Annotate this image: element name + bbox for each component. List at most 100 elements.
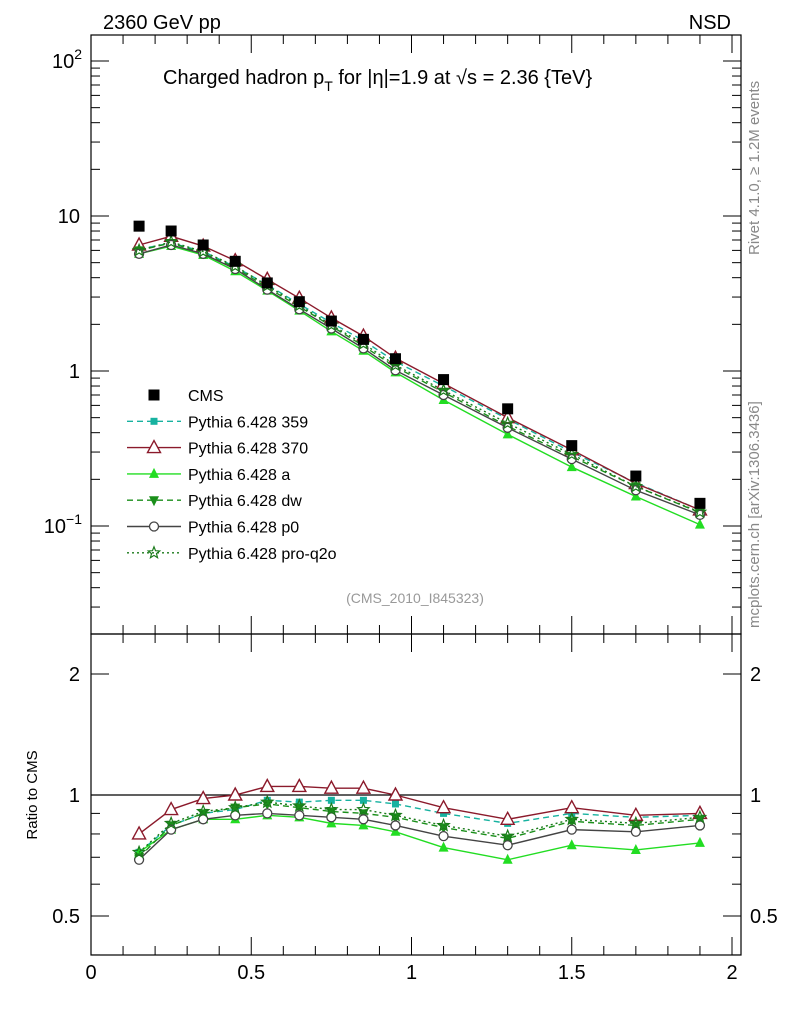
main-point-cms bbox=[197, 239, 209, 251]
ratio-y-tick-label: 2 bbox=[69, 664, 80, 686]
legend-label: Pythia 6.428 pro-q2o bbox=[188, 546, 337, 563]
main-point-cms bbox=[566, 440, 578, 452]
rivet-version-label: Rivet 4.1.0, ≥ 1.2M events bbox=[746, 81, 763, 255]
main-point-pythia-6-428-pro-q2o bbox=[163, 234, 179, 249]
main-line-pythia-6-428-p0 bbox=[138, 244, 701, 516]
ratio-series-pythia-6-428-359 bbox=[135, 796, 704, 856]
main-point-cms bbox=[325, 315, 337, 327]
legend-marker bbox=[146, 545, 162, 559]
main-point-pythia-6-428-pro-q2o bbox=[436, 382, 451, 397]
ratio-point-pythia-6-428-p0 bbox=[262, 808, 273, 819]
ratio-point-pythia-6-428-p0 bbox=[694, 820, 706, 831]
legend: CMS Pythia 6.428 359 Pythia 6.428 370 Pythi… bbox=[127, 388, 337, 563]
ratio-point-pythia-6-428-pro-q2o bbox=[195, 803, 211, 818]
main-point-cms bbox=[357, 333, 369, 345]
ratio-point-pythia-6-428-pro-q2o bbox=[500, 828, 515, 843]
main-plot-frame bbox=[90, 34, 742, 635]
main-tick-labels: 102 10 1 10−1 bbox=[44, 46, 82, 538]
main-point-cms bbox=[261, 277, 273, 289]
main-y-tick-label: 102 bbox=[52, 46, 82, 73]
ratio-point-pythia-6-428-pro-q2o bbox=[628, 815, 644, 830]
main-point-pythia-6-428-a bbox=[502, 428, 513, 439]
ratio-point-pythia-6-428-p0 bbox=[294, 810, 305, 821]
main-point-cms bbox=[133, 220, 145, 232]
analysis-tag: (CMS_2010_I845323) bbox=[346, 590, 484, 606]
ratio-y-axis-label: Ratio to CMS bbox=[24, 750, 41, 839]
ratio-point-pythia-6-428-370 bbox=[227, 786, 243, 801]
ratio-point-pythia-6-428-pro-q2o bbox=[227, 800, 243, 814]
ratio-point-pythia-6-428-359 bbox=[359, 796, 367, 804]
ratio-point-pythia-6-428-a bbox=[438, 841, 449, 852]
main-line-pythia-6-428-a bbox=[138, 245, 701, 526]
legend-label: Pythia 6.428 370 bbox=[188, 441, 308, 458]
main-point-pythia-6-428-pro-q2o bbox=[564, 446, 580, 461]
ratio-point-pythia-6-428-pro-q2o bbox=[131, 844, 147, 859]
legend-label: Pythia 6.428 p0 bbox=[188, 520, 299, 537]
ratio-point-pythia-6-428-p0 bbox=[502, 840, 513, 851]
main-point-pythia-6-428-pro-q2o bbox=[692, 504, 708, 519]
legend-marker bbox=[146, 439, 162, 454]
ratio-point-pythia-6-428-370 bbox=[163, 801, 179, 816]
x-tick-label: 0.5 bbox=[237, 962, 265, 984]
ratio-point-pythia-6-428-pro-q2o bbox=[388, 807, 403, 822]
ratio-series-pythia-6-428-pro-q2o bbox=[131, 794, 708, 859]
ratio-point-pythia-6-428-a bbox=[694, 836, 705, 847]
ratio-point-pythia-6-428-370 bbox=[195, 790, 211, 805]
legend-label: CMS bbox=[188, 388, 224, 405]
ratio-line-pythia-6-428-dw bbox=[138, 803, 701, 858]
legend-label: Pythia 6.428 a bbox=[188, 467, 290, 484]
ratio-point-pythia-6-428-p0 bbox=[198, 814, 209, 825]
legend-label: Pythia 6.428 359 bbox=[188, 414, 308, 431]
main-point-pythia-6-428-p0 bbox=[566, 453, 577, 465]
main-point-pythia-6-428-a bbox=[630, 490, 641, 501]
ratio-line-pythia-6-428-359 bbox=[138, 799, 700, 853]
main-point-cms bbox=[165, 225, 177, 237]
ratio-point-pythia-6-428-p0 bbox=[390, 820, 401, 831]
main-point-pythia-6-428-pro-q2o bbox=[131, 242, 147, 257]
x-tick-label: 2 bbox=[726, 962, 737, 984]
main-point-cms bbox=[502, 403, 514, 415]
ratio-point-pythia-6-428-pro-q2o bbox=[692, 809, 708, 824]
ratio-point-pythia-6-428-370 bbox=[499, 810, 516, 826]
ratio-point-pythia-6-428-p0 bbox=[358, 814, 369, 825]
legend-marker bbox=[148, 389, 160, 401]
legend-item-pythia-6-428-pro-q2o: Pythia 6.428 pro-q2o bbox=[127, 545, 337, 563]
ratio-y-tick-label: 0.5 bbox=[52, 906, 80, 928]
ratio-line-pythia-6-428-p0 bbox=[138, 812, 701, 861]
ratio-point-pythia-6-428-a bbox=[566, 839, 577, 850]
ratio-y-tick-label-right: 0.5 bbox=[750, 906, 778, 928]
ratio-point-pythia-6-428-370 bbox=[435, 799, 452, 814]
x-tick-label: 1.5 bbox=[558, 962, 586, 984]
ratio-point-pythia-6-428-359 bbox=[440, 809, 448, 817]
header-right-label: NSD bbox=[689, 12, 731, 34]
ratio-point-pythia-6-428-359 bbox=[327, 796, 335, 804]
main-point-pythia-6-428-a bbox=[566, 461, 577, 472]
ratio-point-pythia-6-428-a bbox=[390, 825, 401, 836]
ratio-point-pythia-6-428-pro-q2o bbox=[436, 817, 451, 832]
main-series-pythia-6-428-a bbox=[134, 240, 705, 529]
ratio-point-pythia-6-428-pro-q2o bbox=[356, 801, 371, 816]
legend-item-pythia-6-428-p0: Pythia 6.428 p0 bbox=[127, 520, 299, 537]
legend-marker bbox=[150, 417, 158, 425]
ratio-point-pythia-6-428-370 bbox=[259, 778, 275, 793]
ratio-point-pythia-6-428-pro-q2o bbox=[260, 794, 275, 809]
ratio-point-pythia-6-428-370 bbox=[387, 786, 404, 801]
main-axis-ticks bbox=[90, 35, 741, 634]
main-point-cms bbox=[630, 470, 642, 482]
ratio-point-pythia-6-428-359 bbox=[391, 800, 399, 808]
ratio-line-pythia-6-428-pro-q2o bbox=[138, 801, 701, 853]
main-point-cms bbox=[293, 296, 305, 308]
main-line-pythia-6-428-359 bbox=[138, 242, 701, 511]
main-plot-title: Charged hadron pT for |η|=1.9 at √s = 2.… bbox=[163, 67, 592, 94]
main-point-cms bbox=[389, 353, 401, 365]
ratio-point-pythia-6-428-370 bbox=[131, 825, 147, 840]
ratio-point-pythia-6-428-359 bbox=[295, 798, 303, 806]
legend-item-pythia-6-428-370: Pythia 6.428 370 bbox=[127, 439, 308, 458]
ratio-y-tick-label-right: 2 bbox=[750, 664, 761, 686]
main-point-pythia-6-428-p0 bbox=[438, 389, 449, 401]
main-point-cms bbox=[694, 497, 706, 509]
legend-item-pythia-6-428-359: Pythia 6.428 359 bbox=[127, 414, 308, 431]
ratio-series-group bbox=[131, 778, 708, 865]
ratio-y-tick-label: 1 bbox=[69, 785, 80, 807]
